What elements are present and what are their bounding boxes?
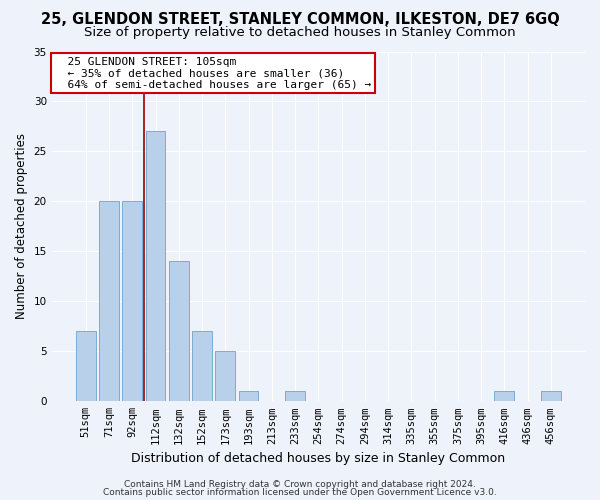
- Y-axis label: Number of detached properties: Number of detached properties: [15, 134, 28, 320]
- Text: Size of property relative to detached houses in Stanley Common: Size of property relative to detached ho…: [84, 26, 516, 39]
- Text: 25, GLENDON STREET, STANLEY COMMON, ILKESTON, DE7 6GQ: 25, GLENDON STREET, STANLEY COMMON, ILKE…: [41, 12, 559, 28]
- Bar: [494, 392, 514, 402]
- Bar: [99, 202, 119, 402]
- Text: Contains HM Land Registry data © Crown copyright and database right 2024.: Contains HM Land Registry data © Crown c…: [124, 480, 476, 489]
- Bar: [122, 202, 142, 402]
- Bar: [541, 392, 561, 402]
- Text: Contains public sector information licensed under the Open Government Licence v3: Contains public sector information licen…: [103, 488, 497, 497]
- X-axis label: Distribution of detached houses by size in Stanley Common: Distribution of detached houses by size …: [131, 452, 505, 465]
- Bar: [285, 392, 305, 402]
- Text: 25 GLENDON STREET: 105sqm
  ← 35% of detached houses are smaller (36)
  64% of s: 25 GLENDON STREET: 105sqm ← 35% of detac…: [55, 56, 371, 90]
- Bar: [239, 392, 259, 402]
- Bar: [146, 132, 166, 402]
- Bar: [192, 332, 212, 402]
- Bar: [76, 332, 95, 402]
- Bar: [169, 262, 188, 402]
- Bar: [215, 352, 235, 402]
